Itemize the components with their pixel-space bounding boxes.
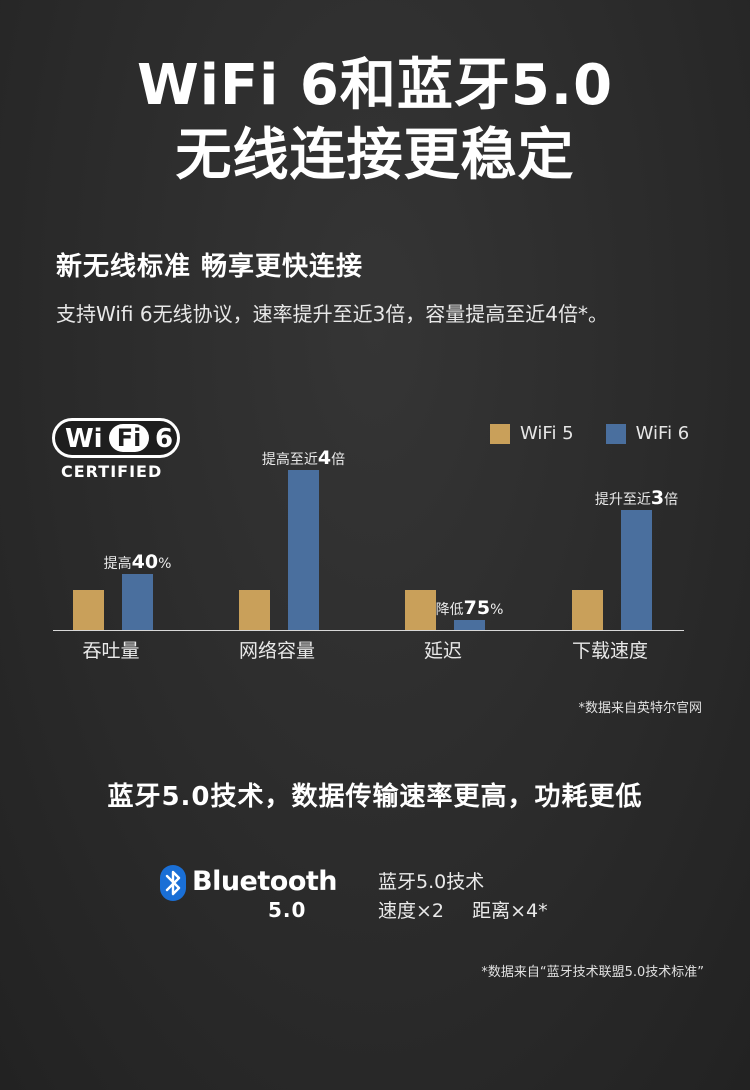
bar-wifi5-0 xyxy=(73,590,104,630)
legend-label-wifi5: WiFi 5 xyxy=(520,423,574,444)
bluetooth-spec-speed: 速度×2 xyxy=(378,900,445,922)
bluetooth-section-heading: 蓝牙5.0技术，数据传输速率更高，功耗更低 xyxy=(107,782,643,812)
annotation-1: 提高至近4倍 xyxy=(262,447,345,469)
wifi-logo-6: 6 xyxy=(155,424,174,454)
wifi6-certified-logo: Wi Fi 6 CERTIFIED xyxy=(52,418,184,482)
bar-wifi6-2 xyxy=(454,620,485,630)
category-label-0: 吞吐量 xyxy=(82,640,139,662)
wifi-footnote: *数据来自英特尔官网 xyxy=(578,701,702,716)
bar-wifi5-3 xyxy=(572,590,603,630)
legend-item-wifi5: WiFi 5 xyxy=(490,423,574,444)
category-label-2: 延迟 xyxy=(424,640,462,662)
page-title-line2: 无线连接更稳定 xyxy=(175,123,575,188)
bar-wifi5-1 xyxy=(239,590,270,630)
bluetooth-icon xyxy=(160,865,186,901)
bar-wifi6-0 xyxy=(122,574,153,630)
wifi-logo-certified: CERTIFIED xyxy=(61,462,163,481)
legend-swatch-wifi6 xyxy=(605,423,626,444)
page-title-line1: WiFi 6和蓝牙5.0 xyxy=(136,53,614,118)
bluetooth-logo: Bluetooth 5.0 xyxy=(160,864,338,924)
bluetooth-logo-version: 5.0 xyxy=(268,898,307,922)
annotation-3: 提升至近3倍 xyxy=(595,487,678,509)
legend-swatch-wifi5 xyxy=(490,423,510,444)
wifi-section-description: 支持Wifi 6无线协议，速率提升至近3倍，容量提高至近4倍*。 xyxy=(56,302,609,326)
legend-item-wifi6: WiFi 6 xyxy=(605,423,690,444)
wifi-section-heading: 新无线标准 畅享更快连接 xyxy=(56,252,364,282)
category-label-1: 网络容量 xyxy=(239,640,315,662)
bluetooth-spec-range: 距离×4* xyxy=(472,900,548,922)
category-label-3: 下载速度 xyxy=(572,640,648,662)
legend-label-wifi6: WiFi 6 xyxy=(635,423,690,444)
bar-wifi6-3 xyxy=(621,510,652,630)
wifi-logo-fi: Fi xyxy=(109,424,149,452)
bluetooth-specs: 速度×2 距离×4* xyxy=(378,897,570,926)
bar-wifi6-1 xyxy=(288,470,319,630)
bluetooth-desc-line1: 蓝牙5.0技术 xyxy=(378,871,485,893)
chart-legend: WiFi 5 WiFi 6 xyxy=(490,423,689,444)
bluetooth-footnote: *数据来自“蓝牙技术联盟5.0技术标准” xyxy=(481,965,704,980)
annotation-0: 提高40% xyxy=(104,551,172,573)
bar-wifi5-2 xyxy=(405,590,436,630)
bluetooth-description: 蓝牙5.0技术 速度×2 距离×4* xyxy=(378,868,570,926)
bluetooth-logo-word: Bluetooth xyxy=(192,866,338,897)
wifi-logo-wi: Wi xyxy=(65,424,103,454)
wifi-badge: Wi Fi 6 xyxy=(52,418,180,458)
annotation-2: 降低75% xyxy=(436,597,504,619)
